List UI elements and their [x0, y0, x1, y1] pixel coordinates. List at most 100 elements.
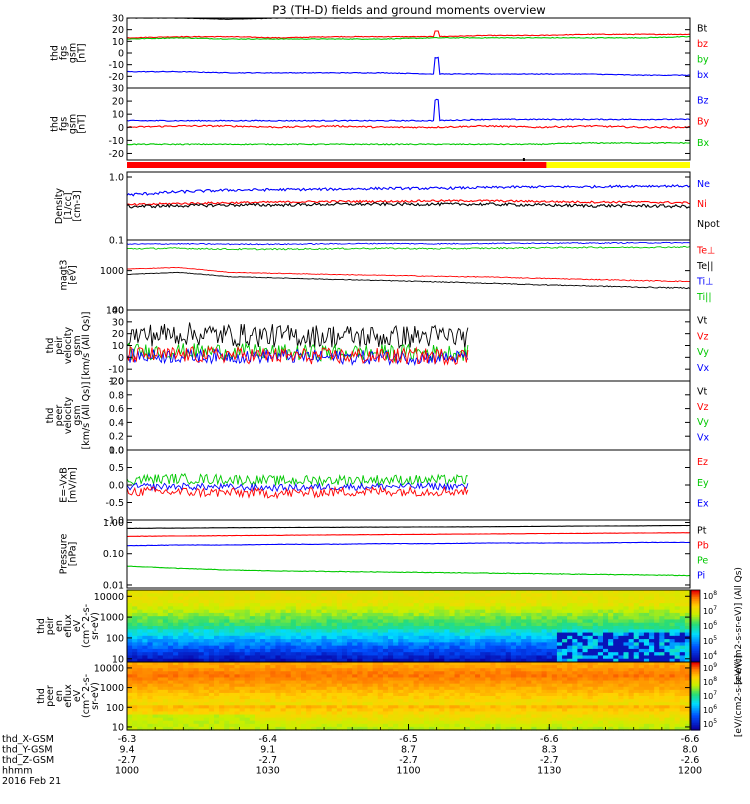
y-tick-label: 0.8: [109, 390, 124, 401]
y-tick-label: 100: [106, 633, 124, 644]
y-tick-label: 0.4: [109, 418, 124, 429]
series-line: [127, 246, 690, 250]
colorbar-tick-label: 108: [703, 590, 717, 601]
legend-entry: By: [697, 117, 710, 128]
y-tick-label: -10: [108, 60, 124, 71]
legend-entry: Ex: [697, 499, 709, 510]
panel-9: [127, 590, 700, 663]
y-axis-label: [nT]: [77, 114, 88, 133]
y-axis-label: [cm-3]: [72, 190, 83, 221]
y-tick-label: 0: [118, 123, 124, 134]
series-line: [127, 272, 690, 288]
mode-bar-yellow: [546, 162, 690, 168]
legend-entry: Te⊥: [696, 246, 715, 257]
colorbar-tick-label: 104: [703, 650, 717, 661]
series-line: [127, 185, 690, 196]
panel-frame: [127, 88, 690, 160]
panel-6: [127, 381, 690, 450]
panel-2: [127, 88, 690, 160]
panel-4: [127, 240, 690, 310]
y-tick-label: 0: [118, 49, 124, 60]
y-tick-label: 0.01: [103, 580, 124, 591]
y-tick-label: 1000: [100, 266, 124, 277]
legend-entry: bz: [697, 39, 708, 50]
legend-entry: Vz: [697, 402, 709, 413]
y-tick-label: -10: [108, 365, 124, 376]
colorbar-tick-label: 105: [703, 635, 717, 646]
legend-entry: Bt: [697, 24, 708, 35]
y-tick-label: 40: [112, 306, 124, 317]
y-tick-label: 1.0: [109, 377, 124, 388]
panel-frame: [127, 381, 690, 450]
panel-frame: [127, 450, 690, 520]
legend-entry: Vy: [697, 347, 709, 358]
series-line: [127, 267, 690, 281]
series-line: [127, 203, 690, 208]
series-line: [127, 566, 690, 576]
colorbar-tick-label: 106: [703, 620, 717, 631]
y-tick-label: 20: [112, 97, 124, 108]
plot-title: P3 (TH-D) fields and ground moments over…: [272, 3, 545, 17]
panel-5: [127, 310, 690, 381]
y-tick-label: 20: [112, 329, 124, 340]
legend-entry: Vt: [697, 316, 707, 327]
y-tick-label: 1.00: [103, 518, 124, 529]
legend-entry: by: [697, 55, 709, 66]
series-line: [127, 474, 468, 486]
panel-10: [127, 662, 700, 731]
y-tick-label: 1000: [100, 613, 124, 624]
y-tick-label: 0.2: [109, 432, 124, 443]
series-line: [127, 542, 690, 546]
y-tick-label: -10: [108, 136, 124, 147]
y-axis-label: [km/s (All Qs)]: [81, 382, 92, 450]
legend-entry: Te||: [696, 261, 713, 272]
legend-entry: Vy: [697, 417, 709, 428]
y-axis-label: sr-eV): [90, 612, 101, 640]
series-line: [127, 31, 690, 38]
series-line: [127, 57, 690, 75]
mode-bar-red: [127, 162, 546, 168]
y-tick-label: 30: [112, 317, 124, 328]
legend-entry: Npot: [697, 219, 720, 230]
legend-entry: Ez: [697, 457, 708, 468]
y-axis-label: [km/s (All Qs)]: [81, 312, 92, 380]
y-axis-label: [mV/m]: [68, 467, 79, 503]
panel-3: [127, 172, 690, 240]
panel-frame: [127, 18, 690, 88]
y-tick-label: 0: [118, 353, 124, 364]
y-axis-label: [nPa]: [68, 542, 79, 567]
legend-entry: Bx: [697, 138, 710, 149]
y-axis-label: [eV]: [68, 265, 79, 285]
y-tick-label: 20: [112, 25, 124, 36]
series-line: [127, 242, 690, 244]
legend-entry: Pt: [697, 526, 707, 537]
y-tick-label: 10: [112, 110, 124, 121]
legend-entry: Vx: [697, 363, 709, 374]
y-tick-label: 1.0: [109, 446, 124, 457]
y-tick-label: 0.6: [109, 404, 124, 415]
series-line: [127, 526, 690, 529]
legend-entry: Pe: [697, 556, 708, 567]
series-line: [127, 533, 690, 537]
legend-entry: Ti||: [696, 292, 712, 303]
legend-entry: Vz: [697, 331, 709, 342]
y-tick-label: 0.10: [103, 549, 124, 560]
panel-7: [127, 450, 690, 520]
legend-entry: Ti⊥: [696, 277, 713, 288]
legend-entry: Vt: [697, 387, 707, 398]
legend-entry: Pi: [697, 571, 705, 582]
panel-1: [127, 18, 690, 88]
legend-entry: Vx: [697, 432, 709, 443]
series-line: [127, 125, 690, 128]
legend-entry: Ey: [697, 478, 709, 489]
legend-entry: Bz: [697, 95, 709, 106]
panel-8: [127, 520, 690, 588]
legend-entry: Pb: [697, 541, 709, 552]
y-tick-label: 0.5: [109, 463, 124, 474]
y-tick-label: 30: [112, 14, 124, 25]
y-tick-label: -20: [108, 149, 124, 160]
y-tick-label: -0.5: [105, 498, 124, 509]
y-tick-label: 10: [112, 341, 124, 352]
